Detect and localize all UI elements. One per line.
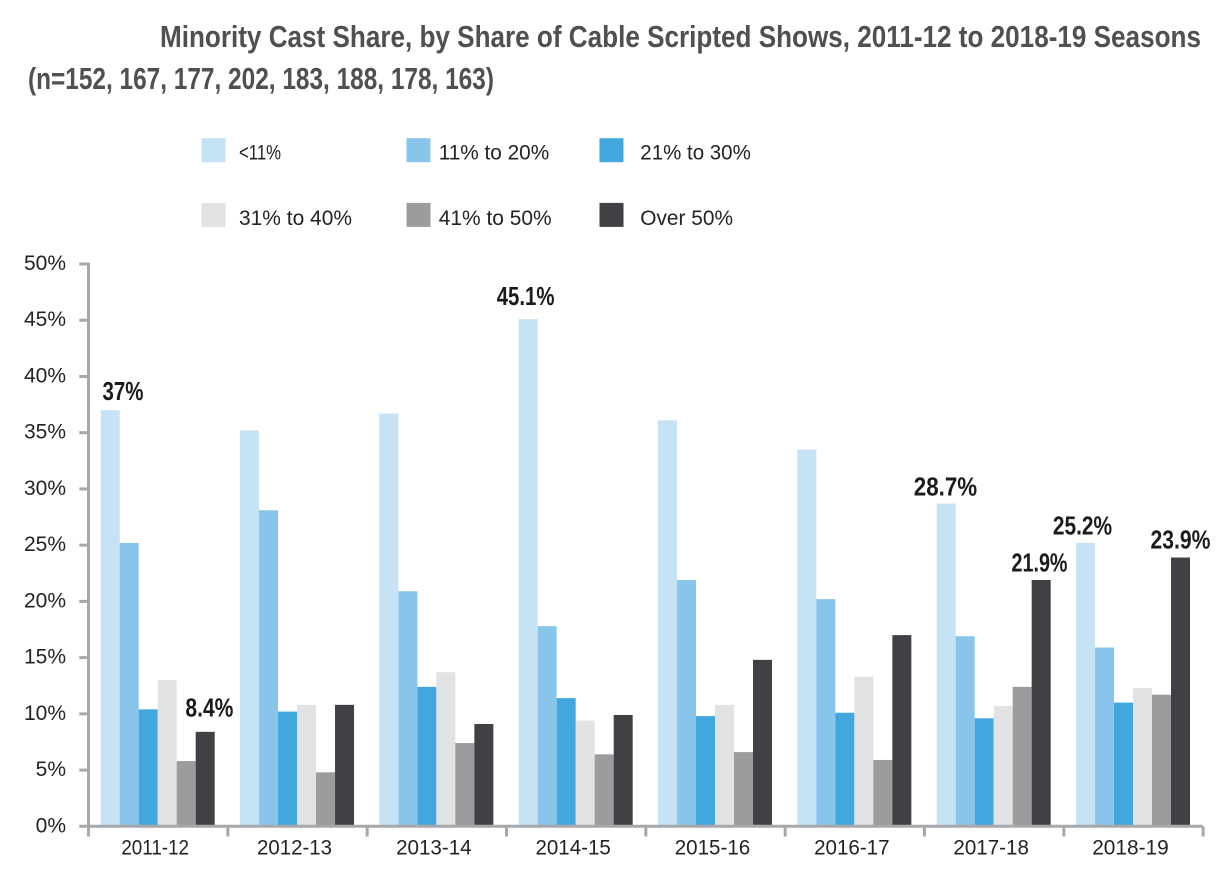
- svg-text:8.4%: 8.4%: [185, 692, 233, 722]
- svg-text:45.1%: 45.1%: [497, 281, 555, 311]
- svg-text:2017-18: 2017-18: [953, 837, 1029, 860]
- svg-text:31% to 40%: 31% to 40%: [239, 207, 352, 230]
- svg-text:2011-12: 2011-12: [121, 837, 189, 860]
- svg-text:25.2%: 25.2%: [1053, 511, 1112, 541]
- svg-text:50%: 50%: [24, 252, 66, 275]
- svg-text:41% to 50%: 41% to 50%: [439, 207, 552, 230]
- svg-text:2012-13: 2012-13: [257, 837, 332, 860]
- svg-text:40%: 40%: [24, 364, 66, 387]
- svg-text:45%: 45%: [24, 308, 66, 331]
- svg-text:37%: 37%: [103, 376, 144, 406]
- svg-text:30%: 30%: [24, 477, 66, 500]
- svg-text:0%: 0%: [36, 814, 66, 837]
- svg-text:2018-19: 2018-19: [1092, 837, 1169, 860]
- svg-text:28.7%: 28.7%: [914, 471, 977, 501]
- svg-text:15%: 15%: [24, 646, 66, 669]
- svg-text:11% to 20%: 11% to 20%: [439, 141, 550, 164]
- svg-text:10%: 10%: [24, 702, 66, 725]
- svg-text:<11%: <11%: [239, 141, 281, 164]
- svg-text:35%: 35%: [24, 421, 66, 444]
- svg-text:23.9%: 23.9%: [1151, 524, 1211, 554]
- svg-text:Over 50%: Over 50%: [640, 207, 733, 230]
- svg-text:2016-17: 2016-17: [814, 837, 890, 860]
- svg-text:2013-14: 2013-14: [396, 837, 472, 860]
- svg-text:5%: 5%: [36, 758, 66, 781]
- svg-text:25%: 25%: [24, 533, 66, 556]
- svg-text:21.9%: 21.9%: [1012, 548, 1068, 578]
- svg-text:21% to 30%: 21% to 30%: [640, 141, 751, 164]
- svg-text:2015-16: 2015-16: [675, 837, 751, 860]
- svg-text:2014-15: 2014-15: [535, 837, 610, 860]
- svg-text:20%: 20%: [24, 589, 66, 612]
